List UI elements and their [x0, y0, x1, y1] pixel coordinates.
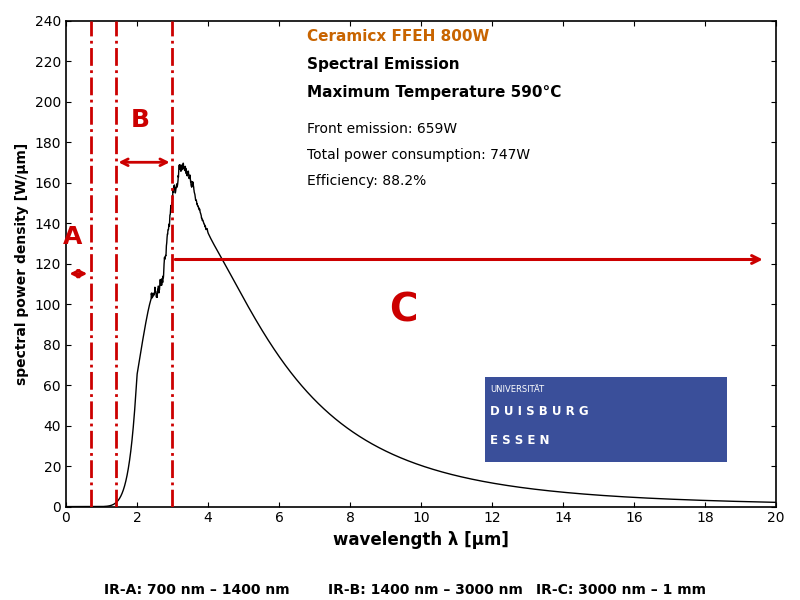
Text: Ceramicx FFEH 800W: Ceramicx FFEH 800W: [307, 29, 490, 44]
Text: Spectral Emission: Spectral Emission: [307, 57, 460, 72]
Text: UNIVERSITÄT: UNIVERSITÄT: [490, 385, 545, 394]
Text: IR-C: 3000 nm – 1 mm: IR-C: 3000 nm – 1 mm: [536, 583, 706, 597]
Text: D U I S B U R G: D U I S B U R G: [490, 406, 589, 418]
Text: Maximum Temperature 590°C: Maximum Temperature 590°C: [307, 85, 562, 100]
Text: C: C: [389, 291, 418, 329]
Text: Total power consumption: 747W: Total power consumption: 747W: [307, 148, 530, 162]
Text: IR-A: 700 nm – 1400 nm: IR-A: 700 nm – 1400 nm: [104, 583, 290, 597]
Text: B: B: [131, 108, 150, 132]
Text: Efficiency: 88.2%: Efficiency: 88.2%: [307, 175, 426, 188]
Y-axis label: spectral power density [W/μm]: spectral power density [W/μm]: [15, 142, 29, 385]
Text: Front emission: 659W: Front emission: 659W: [307, 122, 458, 136]
Text: IR-B: 1400 nm – 3000 nm: IR-B: 1400 nm – 3000 nm: [328, 583, 523, 597]
Text: E S S E N: E S S E N: [490, 434, 550, 446]
Text: A: A: [62, 226, 82, 250]
X-axis label: wavelength λ [μm]: wavelength λ [μm]: [333, 531, 509, 549]
Bar: [485, 377, 726, 462]
